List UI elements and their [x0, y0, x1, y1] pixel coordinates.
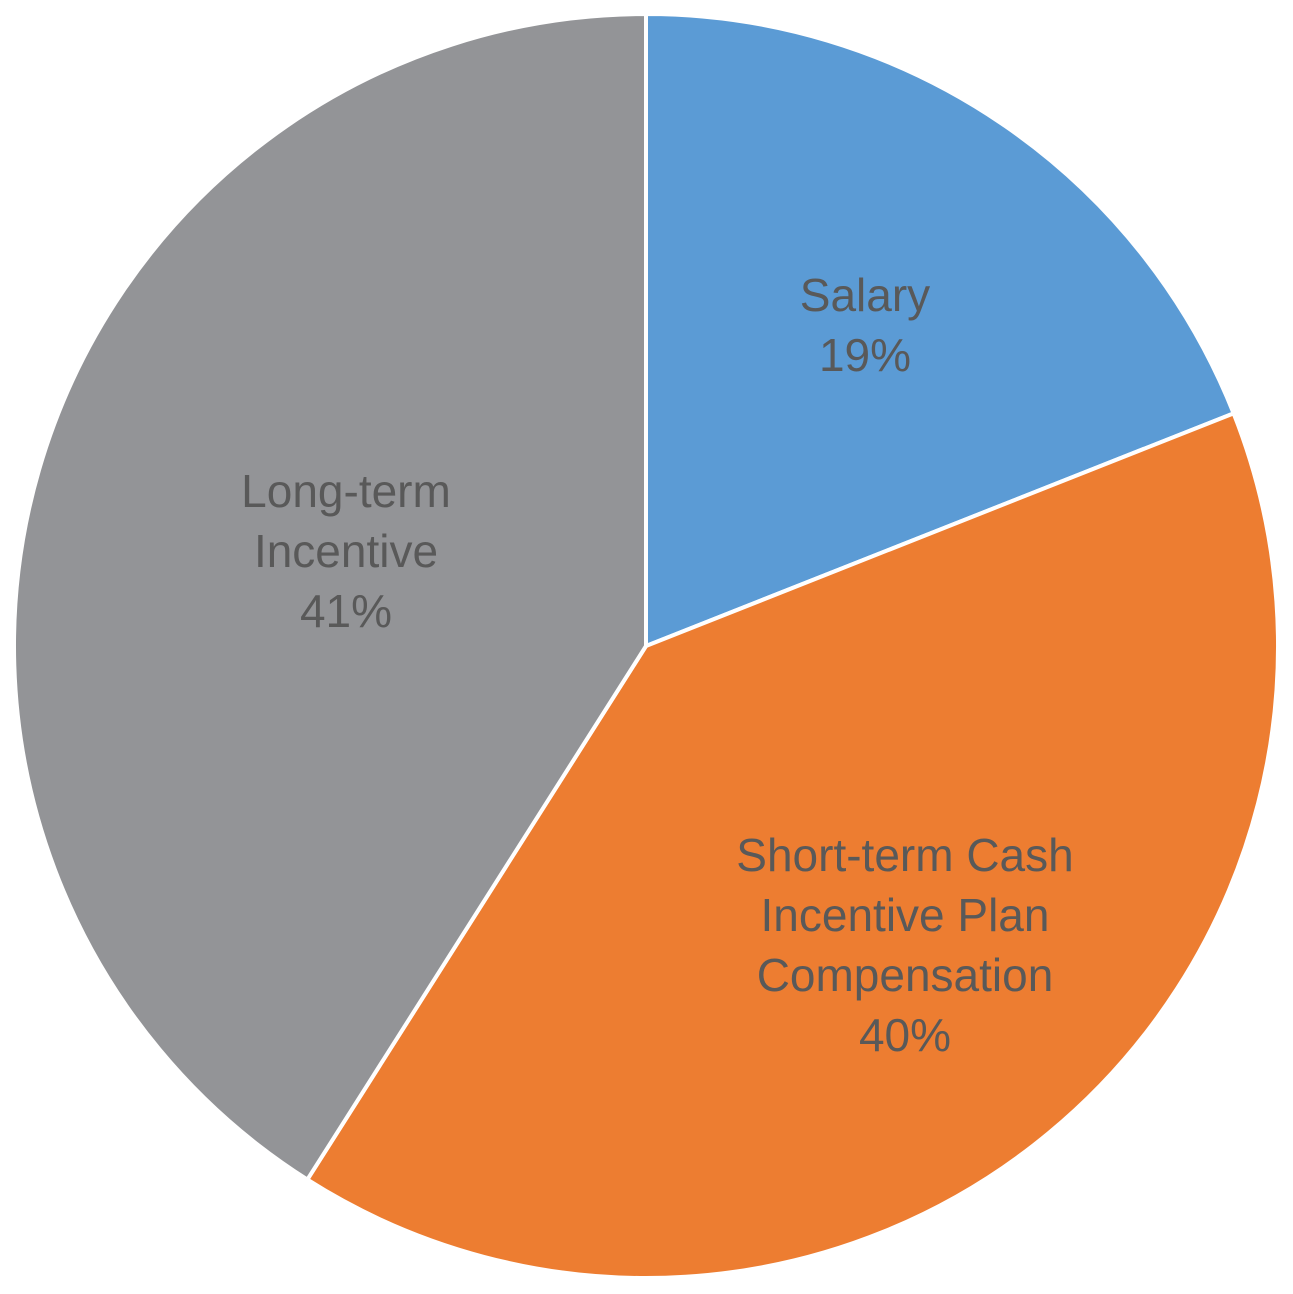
- category-label: Short-term Cash Incentive Plan Compensat…: [736, 829, 1074, 1001]
- slice-label: Long-term Incentive 41%: [196, 461, 496, 641]
- slice-label: Short-term Cash Incentive Plan Compensat…: [685, 825, 1125, 1065]
- category-label: Long-term Incentive: [241, 465, 451, 577]
- pie-slice: [644, 12, 1236, 648]
- value-label: 41%: [299, 585, 393, 637]
- pie-slice: [305, 411, 1280, 1281]
- value-label: 19%: [818, 329, 912, 381]
- value-label: 40%: [858, 1009, 952, 1061]
- category-label: Salary: [799, 269, 931, 321]
- slice-label: Salary 19%: [715, 265, 1015, 385]
- pie-slice: [12, 12, 648, 1182]
